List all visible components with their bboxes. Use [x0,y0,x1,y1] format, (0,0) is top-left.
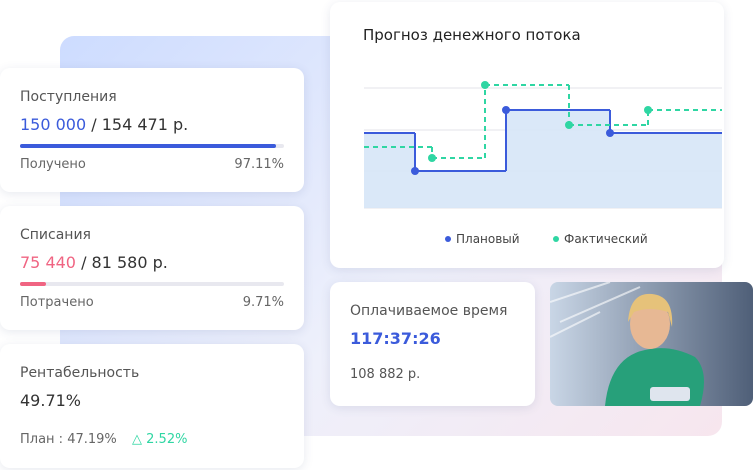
expenses-card: Списания 75 440 / 81 580 р. Потрачено 9.… [0,206,304,330]
time: 117:37:26 [350,329,441,348]
income-card: Поступления 150 000 / 154 471 р. Получен… [0,68,304,192]
amount: 150 000 [20,115,87,134]
percent: 9.71% [242,295,284,310]
delta-value: 2.52% [146,432,188,447]
card-title: Рентабельность [20,365,140,381]
photo [550,282,753,406]
percent: 97.11% [234,157,284,172]
progress-track [20,144,284,148]
delta: △ 2.52% [132,432,188,447]
progress-bar [20,144,277,148]
progress-bar [20,282,46,286]
legend-label: Плановый [456,232,520,246]
amount: 75 440 [20,253,76,272]
status: Получено [20,157,86,172]
area [364,110,722,208]
point [411,167,419,175]
value: 49.71% [20,391,82,410]
profitability-card: Рентабельность 49.71% План : 47.19% △ 2.… [0,344,304,468]
point [502,106,510,114]
chart-title: Прогноз денежного потока [363,26,581,44]
status: Потрачено [20,295,94,310]
point [606,129,614,137]
total: / 81 580 р. [81,253,168,272]
legend-label: Фактический [564,232,648,246]
point [428,154,436,162]
total: / 154 471 р. [91,115,189,134]
card-title: Поступления [20,89,117,105]
point [565,121,573,129]
legend-marker [445,236,451,242]
chart: Прогноз денежного потока Плановый Фактиче… [363,26,722,246]
card-title: Оплачиваемое время [350,303,508,319]
time-card: Оплачиваемое время 117:37:26 108 882 р. [330,282,535,406]
point [481,81,489,89]
legend-marker [553,236,559,242]
progress-track [20,282,284,286]
plan: План : 47.19% [20,432,117,447]
amount: 108 882 р. [350,367,421,382]
card-title: Списания [20,227,91,243]
chart-card: Прогноз денежного потока Плановый Фактиче… [330,2,724,268]
point [644,106,652,114]
